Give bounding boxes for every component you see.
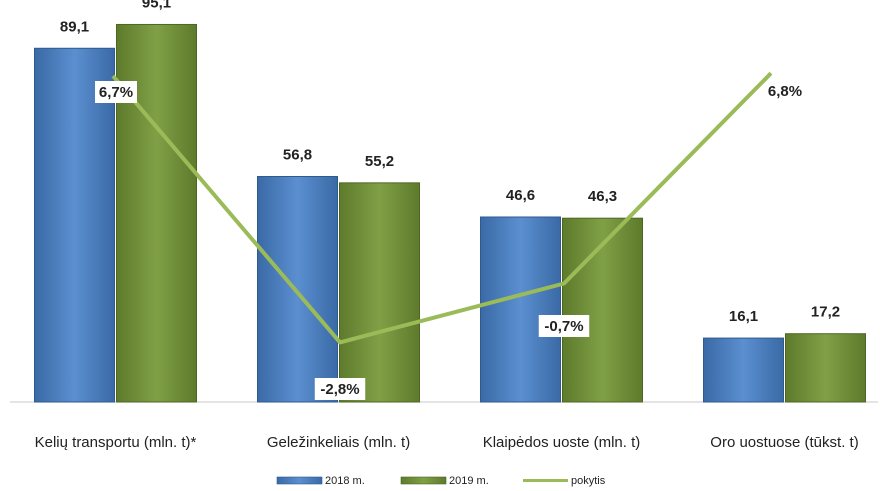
value-labels-group: 89,1 95,1 56,8 55,2 46,6 46,3 16,1 17,2 <box>60 0 840 325</box>
bar-2019-2 <box>562 217 643 403</box>
bar-2018-1 <box>257 176 338 403</box>
bar-value-label-2018-1: 56,8 <box>283 147 312 164</box>
legend-swatch-1 <box>400 476 447 485</box>
bar-2018-0 <box>34 47 115 403</box>
change-label-3: 6,8% <box>768 83 802 100</box>
bar-value-label-2018-3: 16,1 <box>729 308 758 325</box>
change-label-box-1 <box>314 378 366 400</box>
category-label-0: Kelių transportu (mln. t)* <box>35 434 197 451</box>
change-label-1: -2,8% <box>320 381 359 398</box>
bar-value-label-2019-0: 95,1 <box>142 0 171 11</box>
category-label-3: Oro uostuose (tūkst. t) <box>710 434 858 451</box>
change-line-group <box>111 71 773 345</box>
bar-value-label-2018-2: 46,6 <box>506 187 535 204</box>
bar-2019-1 <box>339 182 420 403</box>
category-label-1: Geležinkeliais (mln. t) <box>267 434 410 451</box>
legend-label-2: pokytis <box>571 475 606 487</box>
bar-value-label-2019-3: 17,2 <box>811 304 840 321</box>
change-labels-group: 6,7% -2,8% -0,7% 6,8% <box>95 81 802 400</box>
change-label-box-0 <box>95 81 137 103</box>
category-label-2: Klaipėdos uoste (mln. t) <box>483 434 641 451</box>
change-label-0: 6,7% <box>99 84 133 101</box>
change-line <box>111 71 773 345</box>
bar-2018-3 <box>703 337 784 403</box>
bars-group <box>34 23 866 403</box>
bar-value-label-2019-2: 46,3 <box>588 188 617 205</box>
legend: 2018 m. 2019 m. pokytis <box>276 475 606 487</box>
legend-swatch-0 <box>276 476 323 485</box>
bar-value-label-2018-0: 89,1 <box>60 18 89 35</box>
bar-2018-2 <box>480 216 561 403</box>
change-label-2: -0,7% <box>544 318 583 335</box>
category-labels-group: Kelių transportu (mln. t)* Geležinkeliais… <box>35 434 859 451</box>
change-label-box-2 <box>538 315 590 337</box>
legend-label-0: 2018 m. <box>325 475 365 487</box>
legend-label-1: 2019 m. <box>449 475 489 487</box>
bar-value-label-2019-1: 55,2 <box>365 153 394 170</box>
bar-2019-3 <box>785 333 866 403</box>
